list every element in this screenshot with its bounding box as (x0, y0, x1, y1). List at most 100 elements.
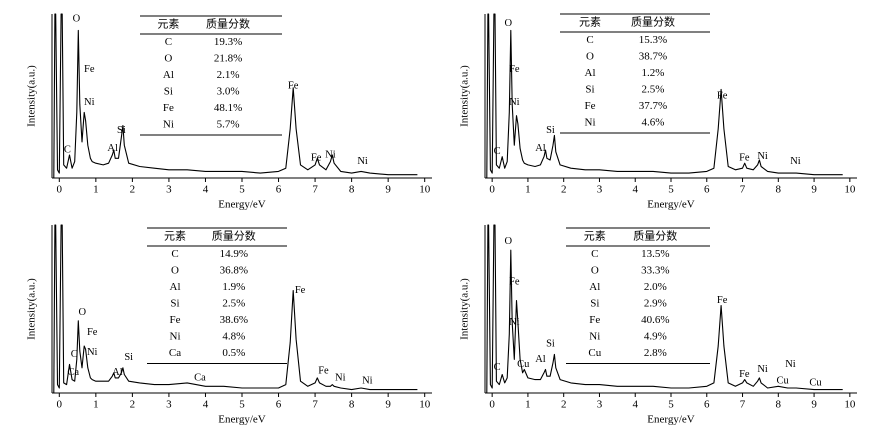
x-tick-label: 2 (130, 399, 136, 411)
table-cell: O (586, 50, 594, 62)
peak-label: Ni (757, 364, 768, 375)
table-cell: O (171, 264, 179, 276)
table-cell: 48.1% (214, 102, 242, 114)
table-cell: 21.8% (214, 52, 242, 64)
table-cell: Al (589, 281, 600, 293)
peak-label: Fe (717, 295, 728, 306)
table-cell: 1.9% (222, 281, 245, 293)
table-cell: O (164, 52, 172, 64)
peak-label: Ni (509, 97, 520, 108)
table-header: 质量分数 (212, 230, 256, 243)
table-cell: C (591, 248, 598, 260)
x-tick-label: 10 (419, 399, 431, 411)
peak-label: Cu (809, 377, 822, 388)
x-tick-label: 1 (93, 184, 99, 196)
peak-label: Fe (288, 81, 299, 92)
x-tick-label: 5 (668, 184, 674, 196)
table-cell: 36.8% (220, 264, 248, 276)
table-cell: 3.0% (217, 85, 240, 97)
peak-label: Fe (739, 369, 750, 380)
x-tick-label: 6 (276, 399, 282, 411)
x-tick-label: 6 (276, 184, 282, 196)
table-header: 质量分数 (633, 230, 677, 243)
peak-label: Fe (509, 277, 520, 288)
table-cell: O (591, 264, 599, 276)
peak-label: O (504, 236, 512, 247)
peak-label: Si (117, 125, 126, 136)
x-tick-label: 9 (811, 184, 817, 196)
peak-label: Fe (84, 64, 95, 75)
table-header: 元素 (584, 230, 606, 243)
peak-label: O (504, 18, 512, 29)
x-tick-label: 7 (740, 399, 746, 411)
table-cell: 33.3% (641, 264, 669, 276)
peak-label: Ni (757, 151, 768, 162)
spectrum-line (53, 224, 418, 394)
table-cell: 4.9% (644, 330, 667, 342)
x-tick-label: 3 (597, 184, 603, 196)
x-tick-label: 10 (844, 399, 856, 411)
peak-label: Cu (517, 359, 530, 370)
x-axis-label: Energy/eV (647, 414, 695, 426)
x-tick-label: 0 (489, 399, 495, 411)
x-tick-label: 5 (668, 399, 674, 411)
table-cell: Ni (585, 116, 596, 128)
y-axis-label: Intensity(a.u.) (26, 65, 38, 127)
x-tick-label: 7 (740, 184, 746, 196)
table-cell: Al (170, 281, 181, 293)
x-axis-label: Energy/eV (647, 199, 695, 211)
x-tick-label: 1 (93, 399, 99, 411)
peak-label: Al (107, 143, 118, 154)
table-cell: 37.7% (639, 100, 667, 112)
x-tick-label: 6 (704, 184, 710, 196)
x-tick-label: 8 (349, 184, 355, 196)
peak-label: Ca (194, 372, 206, 383)
peak-label: Ni (509, 317, 520, 328)
peak-label: Fe (739, 153, 750, 164)
peak-label: Fe (295, 285, 306, 296)
peak-label: Ni (335, 372, 346, 383)
table-cell: 2.8% (644, 347, 667, 359)
table-cell: 19.3% (214, 36, 242, 48)
table-cell: 4.8% (222, 330, 245, 342)
x-tick-label: 5 (239, 184, 245, 196)
table-header: 元素 (157, 18, 179, 31)
peak-label: O (73, 13, 81, 24)
peak-label: Ni (357, 156, 368, 167)
table-cell: 5.7% (217, 118, 240, 130)
peak-label: Si (124, 352, 133, 363)
table-cell: C (171, 248, 178, 260)
peak-label: Ni (325, 149, 336, 160)
spectrum-line (486, 13, 843, 179)
peak-label: Ni (790, 156, 801, 167)
peak-label: C (71, 349, 78, 360)
table-cell: Ni (589, 330, 600, 342)
table-cell: 38.7% (639, 50, 667, 62)
peak-label: Ca (67, 367, 79, 378)
table-cell: Si (170, 297, 179, 309)
peak-label: C (494, 362, 501, 373)
x-tick-label: 9 (385, 399, 391, 411)
x-axis-label: Energy/eV (218, 199, 266, 211)
peak-label: Fe (717, 90, 728, 101)
x-tick-label: 4 (632, 184, 638, 196)
table-cell: 2.5% (642, 83, 665, 95)
x-tick-label: 3 (166, 399, 172, 411)
table-cell: Fe (170, 314, 181, 326)
table-cell: Ca (169, 347, 181, 359)
table-cell: 4.6% (642, 116, 665, 128)
x-tick-label: 2 (561, 399, 567, 411)
x-tick-label: 8 (349, 399, 355, 411)
peak-label: Fe (509, 64, 520, 75)
table-cell: 38.6% (220, 314, 248, 326)
x-tick-label: 1 (525, 399, 531, 411)
peak-label: C (494, 146, 501, 157)
table-cell: Al (585, 67, 596, 79)
x-tick-label: 3 (166, 184, 172, 196)
table-cell: 2.1% (217, 69, 240, 81)
peak-label: Fe (311, 153, 322, 164)
table-cell: C (165, 36, 172, 48)
table-cell: 14.9% (220, 248, 248, 260)
peak-label: Fe (318, 366, 329, 377)
spectrum-line (486, 224, 843, 394)
